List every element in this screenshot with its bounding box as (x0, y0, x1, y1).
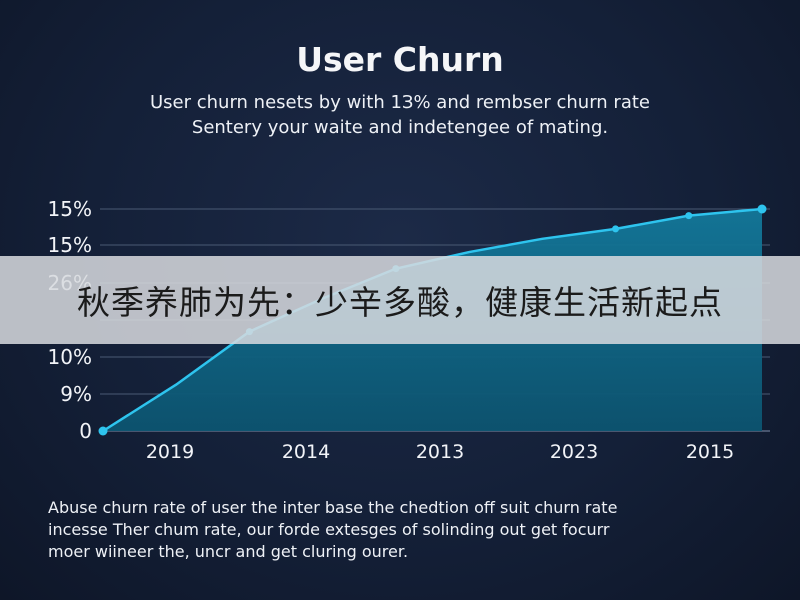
y-tick-label: 15% (48, 197, 92, 221)
y-tick-label: 0 (79, 419, 92, 443)
footnote-line-1: Abuse churn rate of user the inter base … (48, 498, 618, 517)
data-point (685, 212, 693, 220)
x-tick-label: 2014 (282, 441, 330, 463)
x-tick-label: 2015 (686, 441, 734, 463)
data-point (612, 225, 620, 233)
overlay-banner-text: 秋季养肺为先：少辛多酸，健康生活新起点 (77, 283, 723, 322)
overlay-banner: 秋季养肺为先：少辛多酸，健康生活新起点 (0, 256, 800, 344)
footnote-line-2: incesse Ther chum rate, our forde extesg… (48, 520, 610, 539)
data-point (757, 204, 767, 214)
chart-title: User Churn (296, 40, 504, 79)
y-tick-label: 15% (48, 233, 92, 257)
chart-subtitle-line-1: User churn nesets by with 1З% and rembse… (150, 92, 650, 113)
x-tick-label: 2023 (550, 441, 598, 463)
data-point (98, 426, 108, 436)
chart-subtitle-line-2: Sentery your waite and indetengee of mat… (191, 117, 609, 138)
y-tick-label: 10% (48, 345, 92, 369)
y-tick-label: 9% (60, 382, 92, 406)
x-tick-label: 2013 (416, 441, 464, 463)
footnote-line-3: moer wiineer the, uncr and get cluring o… (48, 542, 409, 561)
x-tick-label: 2019 (146, 441, 194, 463)
